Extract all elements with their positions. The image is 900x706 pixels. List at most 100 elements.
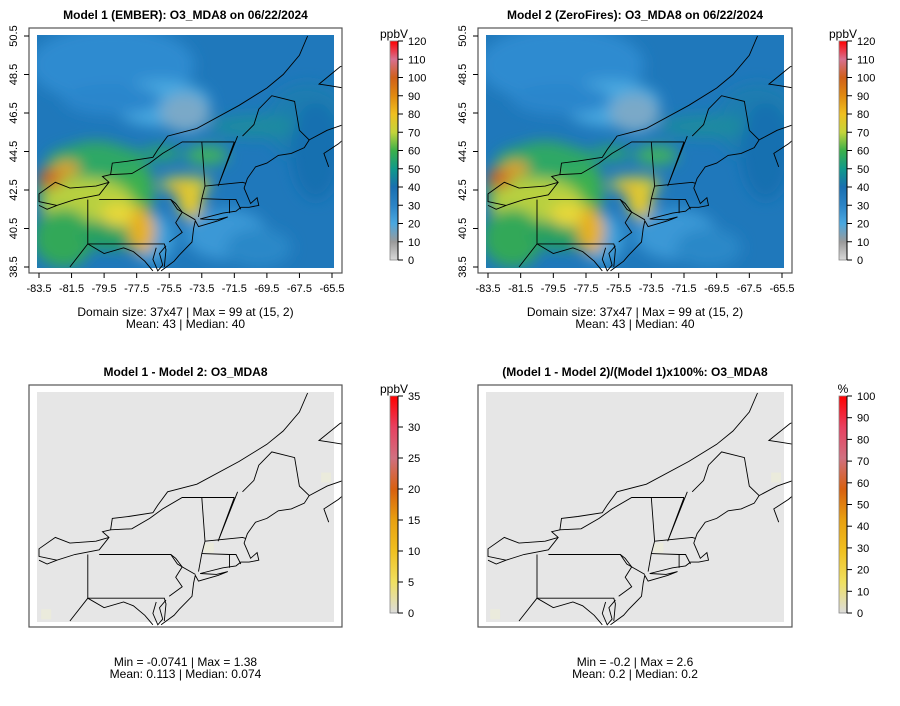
outline xyxy=(308,480,342,523)
outline xyxy=(99,199,196,221)
outline xyxy=(536,554,616,622)
x-tick-label: -71.5 xyxy=(222,283,247,295)
x-tick-label: -77.5 xyxy=(124,283,149,295)
field-cell xyxy=(203,542,214,553)
outline xyxy=(198,497,206,572)
data-field xyxy=(486,35,784,268)
outline xyxy=(69,597,89,622)
colorbar-unit: ppbV xyxy=(380,27,408,41)
data-field xyxy=(37,392,334,622)
colorbar-tick-label: 30 xyxy=(408,200,420,212)
plot-frame xyxy=(477,384,793,628)
outline xyxy=(767,65,792,89)
field-region xyxy=(141,145,181,162)
colorbar-tick-label: 80 xyxy=(857,434,869,446)
outline xyxy=(87,243,154,272)
outline xyxy=(204,536,246,542)
outline xyxy=(487,559,507,565)
colorbar-tick-label: 120 xyxy=(408,36,426,48)
x-tick-label: -71.5 xyxy=(671,283,696,295)
field-region xyxy=(38,168,62,189)
colorbar-tick-label: 30 xyxy=(857,200,869,212)
y-tick-label: 48.5 xyxy=(457,64,469,85)
panel-title: (Model 1 - Model 2)/(Model 1)x100%: O3_M… xyxy=(502,365,768,379)
field-cell xyxy=(321,472,332,483)
colorbar-tick-label: 50 xyxy=(408,164,420,176)
outline xyxy=(38,529,111,561)
colorbar-unit: ppbV xyxy=(829,27,857,41)
outline xyxy=(548,199,646,221)
data-field xyxy=(486,392,784,622)
stats-line-1: Domain size: 37x47 | Max = 99 at (15, 2) xyxy=(77,305,293,319)
colorbar-tick-label: 10 xyxy=(408,237,420,249)
colorbar-tick-label: 120 xyxy=(857,36,875,48)
outline xyxy=(601,599,616,626)
x-tick-label: -83.5 xyxy=(26,283,51,295)
state-coast-outlines xyxy=(38,392,342,626)
x-tick-label: -77.5 xyxy=(573,283,598,295)
colorbar-tick-label: 35 xyxy=(408,391,420,403)
outline xyxy=(518,597,538,622)
colorbar-tick-label: 50 xyxy=(857,500,869,512)
x-tick-label: -65.5 xyxy=(769,283,794,295)
field-blobs xyxy=(486,35,784,268)
colorbar-unit: ppbV xyxy=(380,382,408,396)
outline xyxy=(536,243,603,272)
outline xyxy=(518,243,538,268)
x-tick-label: -67.5 xyxy=(737,283,762,295)
colorbar-tick-label: 10 xyxy=(857,237,869,249)
field-region xyxy=(486,209,543,268)
colorbar-tick-label: 40 xyxy=(857,182,869,194)
outline xyxy=(87,199,167,268)
plot-frame xyxy=(477,27,793,274)
data-field xyxy=(37,35,334,268)
field-region xyxy=(53,161,80,177)
y-tick-label: 40.5 xyxy=(8,218,20,239)
x-tick-label: -67.5 xyxy=(287,283,312,295)
colorbar-tick-label: 20 xyxy=(408,219,420,231)
stats-line-2: Mean: 43 | Median: 40 xyxy=(126,317,246,331)
outline xyxy=(651,553,691,565)
outline xyxy=(152,599,167,626)
field-region xyxy=(209,114,309,139)
field-region xyxy=(487,168,512,189)
state-coast-outlines xyxy=(38,35,342,272)
y-tick-label: 50.5 xyxy=(8,25,20,46)
outline xyxy=(536,199,616,268)
outline xyxy=(38,174,111,206)
outline xyxy=(647,141,656,217)
colorbar-tick-label: 80 xyxy=(408,109,420,121)
x-tick-label: -73.5 xyxy=(639,283,664,295)
stats-line-1: Domain size: 37x47 | Max = 99 at (15, 2) xyxy=(527,305,743,319)
colorbar-tick-label: 0 xyxy=(857,255,863,267)
x-tick-label: -81.5 xyxy=(508,283,533,295)
outline xyxy=(160,95,310,272)
outline xyxy=(618,199,633,243)
colorbar-tick-label: 30 xyxy=(857,543,869,555)
y-tick-label: 40.5 xyxy=(457,218,469,239)
x-tick-label: -79.5 xyxy=(541,283,566,295)
outline xyxy=(487,174,561,206)
field-region xyxy=(290,102,334,201)
x-tick-label: -75.5 xyxy=(157,283,182,295)
panel-model2: Model 2 (ZeroFires): O3_MDA8 on 06/22/20… xyxy=(457,8,875,331)
colorbar-ramp xyxy=(389,40,399,261)
colorbar-tick-label: 90 xyxy=(857,91,869,103)
outline xyxy=(38,204,58,210)
colorbar-tick-label: 70 xyxy=(857,456,869,468)
field-region xyxy=(511,83,612,116)
outline xyxy=(559,35,758,176)
colorbar-tick-label: 90 xyxy=(857,413,869,425)
stats-line-2: Mean: 0.113 | Median: 0.074 xyxy=(110,667,262,681)
y-tick-label: 38.5 xyxy=(457,256,469,277)
panel-title: Model 1 - Model 2: O3_MDA8 xyxy=(103,365,267,379)
field-region xyxy=(577,207,605,254)
y-tick-label: 48.5 xyxy=(8,64,20,85)
outline xyxy=(647,497,656,572)
panel-model1: Model 1 (EMBER): O3_MDA8 on 06/22/2024 -8… xyxy=(8,8,426,331)
field-region xyxy=(502,161,530,177)
x-tick-label: -79.5 xyxy=(92,283,117,295)
outline xyxy=(767,422,792,445)
y-tick-label: 50.5 xyxy=(457,25,469,46)
